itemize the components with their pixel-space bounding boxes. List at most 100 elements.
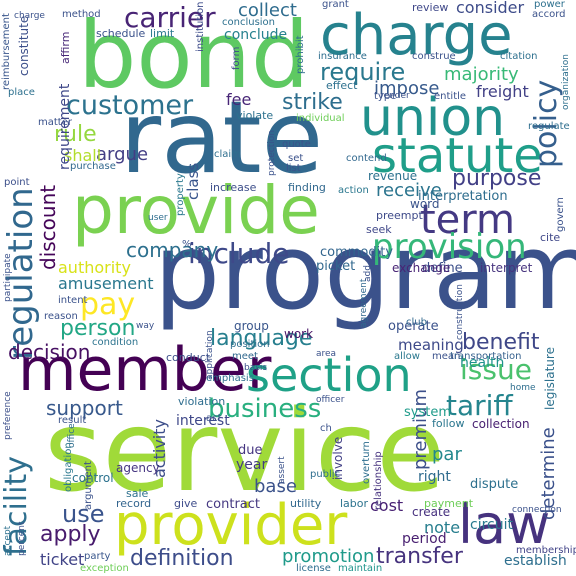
word-regulate: regulate [528, 121, 570, 132]
word-add: add [363, 265, 373, 282]
word-support: support [46, 396, 123, 420]
word-accept: accept [3, 525, 13, 556]
word-condition: condition [92, 337, 139, 348]
word-service: service [44, 387, 446, 517]
word-method: method [62, 9, 101, 20]
word-shall: shall [64, 146, 102, 165]
word-charge-small: charge [14, 11, 45, 21]
word-effect: effect [326, 79, 358, 92]
word-freight: freight [476, 82, 529, 101]
word-officer: officer [316, 395, 345, 405]
word-system: system [404, 405, 451, 420]
word-due: due [238, 443, 263, 458]
word-note: note [424, 518, 461, 537]
word-union: union [360, 88, 506, 148]
word-club: club [406, 317, 427, 328]
word-revenue: revenue [368, 169, 418, 183]
word-charge: charge [320, 3, 513, 68]
word-give: give [174, 497, 198, 510]
word-provide: provide [72, 172, 320, 249]
word-include: include [188, 237, 290, 270]
word-commodity: commodity [320, 245, 394, 260]
word-argue: argue [96, 144, 149, 165]
word-basis: basis [244, 363, 268, 373]
word-affirm: affirm [59, 31, 72, 64]
word-strike: strike [282, 90, 343, 115]
word-percent-sign: % [182, 239, 192, 250]
word-group: group [234, 319, 269, 333]
word-exception: exception [80, 563, 129, 574]
word-payment: payment [424, 497, 474, 510]
word-law: law [458, 493, 551, 556]
word-year: year [236, 457, 268, 473]
word-transportation: transportation [450, 351, 522, 362]
word-claim: claim [214, 149, 241, 160]
word-conclusion: conclusion [222, 17, 276, 28]
word-obligation: obligation [63, 442, 74, 492]
word-contract: contract [206, 497, 260, 512]
word-conclude: conclude [224, 27, 288, 43]
word-exchange: exchange [392, 261, 451, 275]
word-word: word [410, 197, 440, 211]
word-transfer: transfer [376, 544, 463, 569]
word-constitute: constitute [17, 15, 31, 76]
word-grant: grant [322, 0, 349, 10]
word-premium: premium [410, 389, 431, 470]
word-place: place [8, 87, 35, 98]
word-business: business [208, 394, 322, 424]
word-work: work [284, 327, 314, 341]
word-application: application [205, 330, 215, 380]
word-pay: pay [80, 287, 136, 322]
word-list: list [286, 163, 301, 174]
word-majority: majority [444, 64, 519, 85]
word-institution: institution [195, 1, 206, 52]
word-right: right [418, 469, 451, 485]
word-purchase: purchase [70, 161, 116, 172]
word-matter: matter [38, 117, 72, 128]
word-provision: provision [372, 227, 527, 267]
word-type: type [374, 91, 397, 102]
word-par: par [432, 444, 462, 465]
word-preference: preference [3, 391, 13, 440]
word-interest: interest [176, 413, 230, 429]
word-preempt: preempt [376, 209, 423, 222]
word-decision: decision [8, 340, 91, 364]
word-organization: organization [561, 54, 571, 110]
word-assert: assert [277, 456, 287, 484]
word-result: result [58, 415, 87, 426]
word-define: define [422, 261, 463, 276]
word-section: section [246, 348, 412, 402]
word-cost: cost [370, 496, 404, 515]
word-area: area [316, 349, 337, 359]
word-entitle: entitle [434, 91, 467, 102]
word-class: class [184, 162, 202, 200]
word-purpose: purpose [452, 166, 542, 191]
word-authority: authority [58, 258, 131, 277]
word-statute: statute [372, 128, 543, 184]
word-home: home [510, 383, 536, 393]
word-impose: impose [374, 78, 440, 99]
word-member: member [18, 335, 272, 405]
word-conduct: conduct [166, 351, 211, 364]
word-connection: connection [512, 505, 562, 515]
word-mean: mean [432, 351, 461, 362]
word-violation: violation [178, 395, 226, 408]
word-issue: issue [460, 353, 532, 386]
word-cite: cite [540, 231, 561, 244]
word-power: power [534, 0, 565, 10]
word-circuit: circuit [470, 517, 513, 533]
word-fee: fee [226, 90, 252, 109]
word-accord: accord [532, 9, 566, 20]
word-consider: consider [456, 0, 525, 17]
word-way: way [136, 321, 155, 331]
word-collect: collect [238, 0, 297, 21]
word-meaning: meaning [398, 336, 464, 354]
word-picket: picket [316, 259, 356, 274]
word-labor: labor [340, 497, 369, 510]
word-tariff: tariff [446, 389, 513, 422]
word-form: form [231, 46, 242, 70]
word-control: control [72, 471, 114, 485]
word-act: act [206, 413, 222, 424]
word-sale: sale [126, 487, 149, 500]
